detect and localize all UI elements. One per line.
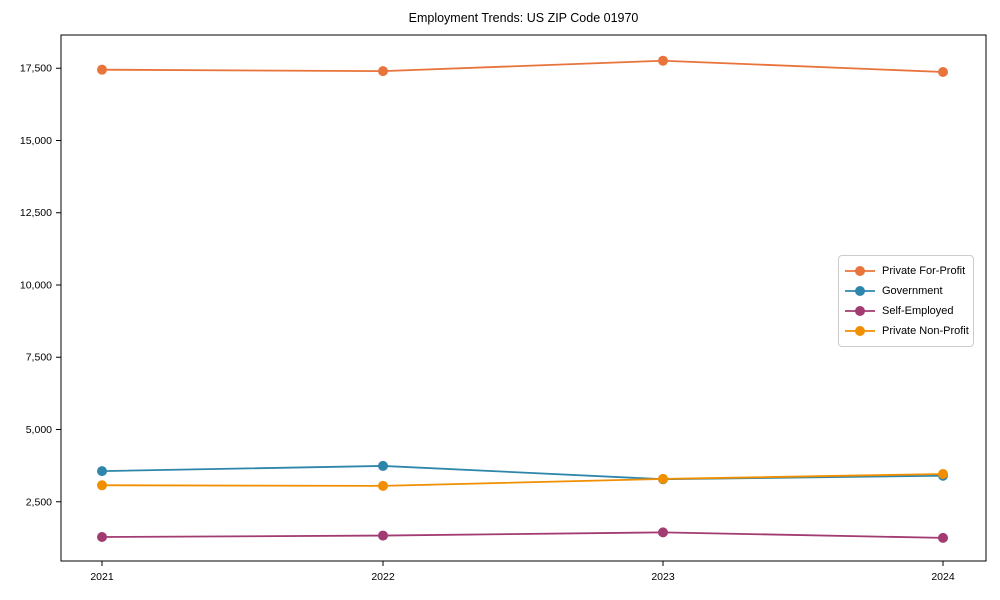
legend: Private For-Profit Government Self-Emplo… <box>838 255 974 347</box>
data-point-marker <box>97 466 107 477</box>
data-point-marker <box>378 530 388 541</box>
data-point-marker <box>938 532 948 543</box>
legend-dot <box>855 286 865 296</box>
legend-item: Government <box>845 281 967 301</box>
series-line <box>101 59 944 73</box>
x-tick-label: 2021 <box>90 571 114 583</box>
legend-marker-icon <box>845 286 875 296</box>
y-tick-label: 7,500 <box>26 352 52 364</box>
legend-item: Self-Employed <box>845 301 967 321</box>
data-point-marker <box>378 480 388 491</box>
legend-item-label: Private Non-Profit <box>882 325 969 337</box>
legend-marker-icon <box>845 266 875 276</box>
series-line <box>101 473 944 487</box>
legend-dot <box>855 326 865 336</box>
x-tick-label: 2024 <box>931 571 955 583</box>
y-tick-label: 15,000 <box>20 135 52 147</box>
data-point-marker <box>378 66 388 77</box>
data-point-marker <box>938 469 948 480</box>
legend-dot <box>855 266 865 276</box>
legend-item: Private For-Profit <box>845 261 967 281</box>
legend-item-label: Private For-Profit <box>882 265 966 277</box>
y-tick-label: 17,500 <box>20 63 52 75</box>
y-tick-label: 12,500 <box>20 207 52 219</box>
axes-frame <box>60 34 987 562</box>
x-tick-label: 2022 <box>371 571 395 583</box>
series-line <box>101 465 944 481</box>
y-tick-label: 2,500 <box>26 496 52 508</box>
y-tick-label: 5,000 <box>26 424 52 436</box>
data-point-marker <box>658 55 668 66</box>
data-point-marker <box>938 66 948 77</box>
y-tick-label: 10,000 <box>20 279 52 291</box>
data-point-marker <box>97 64 107 75</box>
legend-dot <box>855 306 865 316</box>
data-point-marker <box>658 473 668 484</box>
x-tick-label: 2023 <box>651 571 675 583</box>
legend-item: Private Non-Profit <box>845 321 969 341</box>
legend-item-label: Self-Employed <box>882 305 954 317</box>
legend-marker-icon <box>845 306 875 316</box>
data-point-marker <box>378 460 388 471</box>
chart-title: Employment Trends: US ZIP Code 01970 <box>408 11 639 25</box>
data-point-marker <box>658 527 668 538</box>
data-point-marker <box>97 480 107 491</box>
legend-item-label: Government <box>882 285 943 297</box>
data-point-marker <box>97 532 107 543</box>
legend-marker-icon <box>845 326 875 336</box>
series-line <box>101 531 944 539</box>
